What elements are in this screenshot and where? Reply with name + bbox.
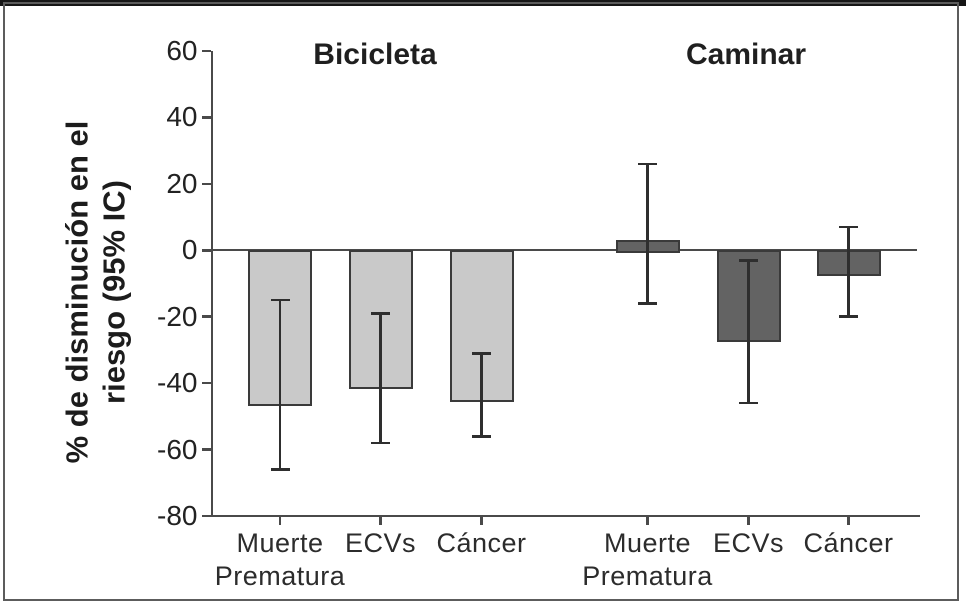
error-bar-line [646,163,649,304]
error-bar-cap-bottom [371,441,390,445]
x-tick-mark [646,517,649,526]
category-label: Muerte Prematura [214,528,346,591]
group-title-caminar: Caminar [685,38,807,71]
error-bar-cap-top [270,298,290,302]
error-bar-line [278,300,282,470]
error-bar-line [847,227,850,317]
x-tick-mark [747,517,750,526]
error-bar-cap-top [371,312,390,315]
y-tick-mark [201,116,211,119]
y-tick-mark [201,514,211,518]
error-bar-cap-top [739,258,758,262]
category-label: Cáncer [803,528,894,558]
y-axis-line [210,51,213,516]
y-tick-label: 40 [166,101,198,133]
x-tick-mark [847,517,850,526]
y-tick-mark [201,182,211,186]
category-label: ECVs [344,528,417,558]
error-bar-cap-bottom [472,434,491,438]
y-tick-mark [201,315,211,318]
y-tick-label: 60 [166,35,198,66]
category-label: Cáncer [436,528,527,558]
error-bar-cap-top [638,162,657,166]
error-bar-cap-bottom [839,315,858,318]
zero-line [210,249,917,252]
y-tick-label: -80 [157,500,198,531]
error-bar-cap-bottom [739,401,758,405]
error-bar-line [480,353,483,437]
y-axis-label-line1: % de disminución en el [59,120,95,464]
y-tick-mark [201,381,211,385]
x-tick-mark [480,517,483,526]
group-title-bicicleta: Bicicleta [313,38,437,71]
error-bar-cap-top [839,225,858,229]
y-tick-label: 0 [181,234,198,266]
y-tick-label: 20 [166,167,198,199]
y-tick-label: -40 [157,367,198,399]
error-bar-line [379,313,382,443]
y-tick-mark [201,249,211,252]
y-tick-mark [201,49,211,53]
error-bar-cap-bottom [270,468,290,471]
x-tick-mark [278,517,282,526]
y-tick-label: -20 [157,300,198,332]
error-bar-cap-bottom [638,302,657,305]
x-axis-line [210,514,920,518]
x-tick-mark [379,517,382,526]
y-tick-label: -60 [157,433,198,465]
figure-frame-top-border [0,0,966,6]
y-tick-mark [201,448,211,451]
error-bar-line [747,260,750,404]
category-label: Muerte Prematura [582,528,713,591]
category-label: ECVs [712,528,785,558]
error-bar-cap-top [472,351,491,355]
